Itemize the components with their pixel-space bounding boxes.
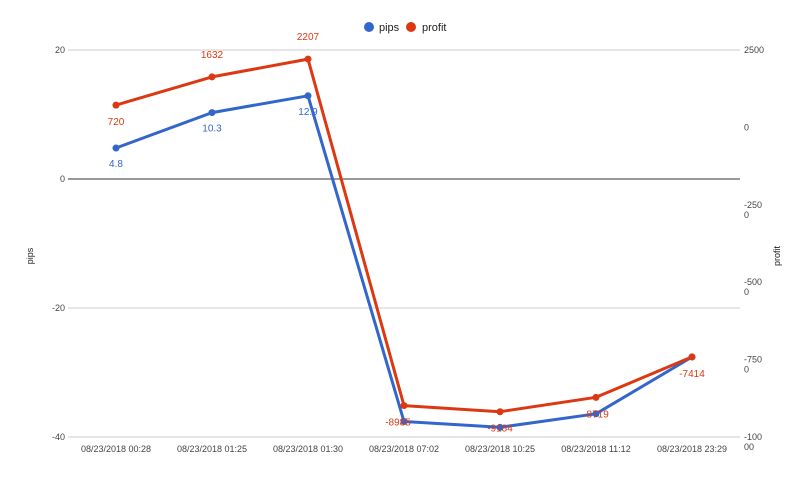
data-label-pips: 4.8 bbox=[109, 159, 123, 170]
x-tick-label: 08/23/2018 10:25 bbox=[465, 444, 535, 454]
x-tick-label: 08/23/2018 00:28 bbox=[81, 444, 151, 454]
right-tick-line: 0 bbox=[744, 210, 749, 220]
right-tick-line: 0 bbox=[744, 122, 749, 132]
right-tick-line: -250 bbox=[744, 200, 762, 210]
left-tick-label: 20 bbox=[55, 45, 65, 55]
legend-label-pips: pips bbox=[379, 22, 400, 34]
right-tick-label: 0 bbox=[744, 122, 749, 132]
series-line-profit bbox=[115, 57, 693, 414]
left-tick-label: -20 bbox=[52, 303, 65, 313]
data-point-pips bbox=[208, 109, 216, 117]
series-line-pips bbox=[115, 94, 693, 429]
data-point-profit bbox=[592, 393, 600, 401]
data-point-pips bbox=[592, 410, 600, 418]
x-tick-label: 08/23/2018 11:12 bbox=[561, 444, 630, 454]
gridlines bbox=[68, 49, 740, 438]
right-tick-label: -750 0 bbox=[744, 355, 762, 375]
left-tick-label: -40 bbox=[52, 432, 65, 442]
left-axis-title: pips bbox=[25, 247, 35, 264]
right-tick-label: -500 0 bbox=[744, 277, 762, 297]
legend-label-profit: profit bbox=[422, 22, 446, 34]
data-point-profit bbox=[112, 101, 120, 109]
right-tick-line: -500 bbox=[744, 277, 762, 287]
right-axis-title: profit bbox=[772, 246, 782, 267]
data-label-profit: -8719 bbox=[583, 409, 609, 420]
series bbox=[112, 55, 696, 431]
data-point-pips bbox=[496, 423, 504, 431]
data-label-profit: 720 bbox=[108, 117, 125, 128]
data-point-profit bbox=[304, 55, 312, 63]
data-label-profit: 1632 bbox=[201, 50, 224, 61]
left-tick-label: 0 bbox=[60, 174, 65, 184]
legend: pips profit bbox=[364, 22, 446, 34]
data-label-profit: -7414 bbox=[679, 369, 705, 380]
data-labels: 4.8 10.3 12.9 720 1632 2207 -8985 -9184 -8719 -74… bbox=[108, 32, 706, 435]
x-tick-label: 08/23/2018 01:30 bbox=[273, 444, 343, 454]
right-tick-line: 0 bbox=[744, 287, 749, 297]
x-tick-label: 08/23/2018 23:29 bbox=[657, 444, 727, 454]
data-point-profit bbox=[496, 408, 504, 416]
data-label-profit: -8985 bbox=[385, 418, 411, 429]
right-tick-line: 0 bbox=[744, 365, 749, 375]
x-tick-label: 08/23/2018 07:02 bbox=[369, 444, 439, 454]
data-point-profit bbox=[208, 73, 216, 81]
legend-swatch-pips bbox=[364, 22, 374, 32]
data-point-pips bbox=[304, 92, 312, 100]
x-tick-label: 08/23/2018 01:25 bbox=[177, 444, 247, 454]
right-tick-line: 00 bbox=[744, 442, 754, 452]
data-label-profit: -9184 bbox=[487, 424, 513, 435]
right-tick-label: -250 0 bbox=[744, 200, 762, 220]
right-tick-label: 2500 bbox=[744, 45, 764, 55]
right-tick-label: -100 00 bbox=[744, 432, 762, 452]
right-tick-line: -750 bbox=[744, 355, 762, 365]
data-label-pips: 10.3 bbox=[202, 124, 222, 135]
data-label-profit: 2207 bbox=[297, 32, 320, 43]
data-point-pips bbox=[112, 144, 120, 152]
right-tick-line: -100 bbox=[744, 432, 762, 442]
right-tick-line: 2500 bbox=[744, 45, 764, 55]
data-point-profit bbox=[400, 402, 408, 410]
data-point-pips bbox=[400, 418, 408, 426]
data-point-profit bbox=[688, 353, 696, 361]
data-label-pips: 12.9 bbox=[298, 107, 318, 118]
legend-swatch-profit bbox=[406, 22, 416, 32]
